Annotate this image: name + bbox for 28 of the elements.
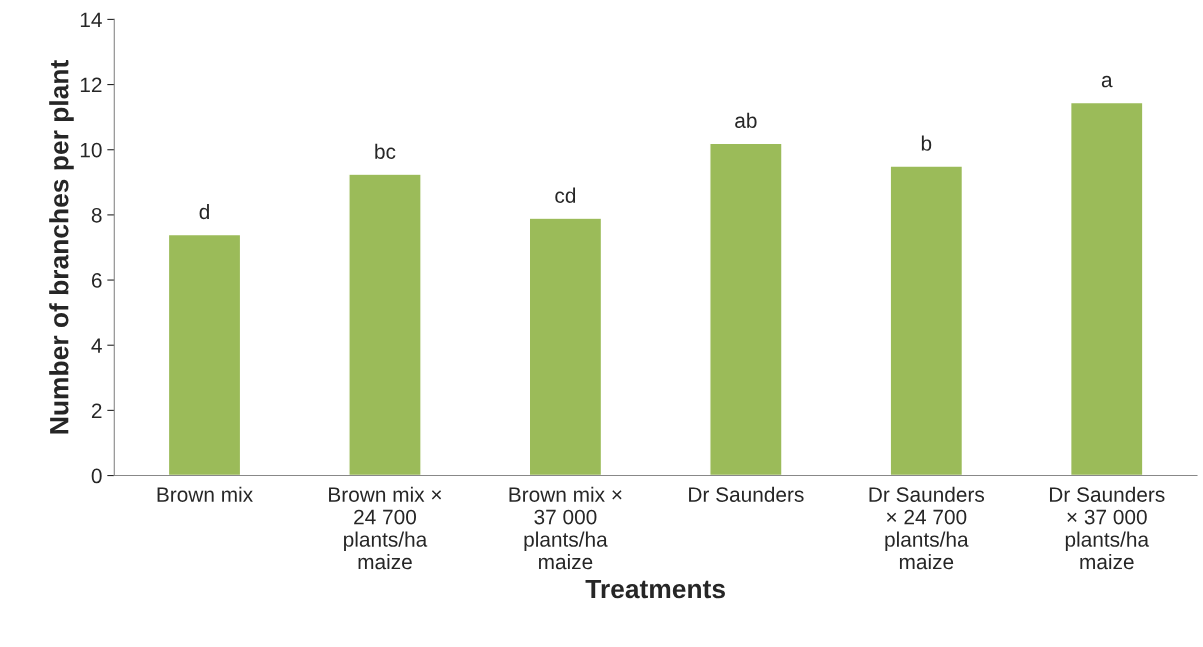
annotation: bc (375, 143, 396, 159)
y-tick-label: 4 (91, 338, 102, 353)
y-tick-label: 2 (91, 403, 102, 418)
y-tick-label: 14 (80, 12, 102, 27)
bar (889, 165, 964, 476)
y-tick-label: 0 (91, 468, 102, 484)
y-tick-label: 8 (91, 207, 102, 223)
annotation: cd (555, 187, 576, 203)
annotation: a (1101, 75, 1113, 88)
annotation: b (921, 135, 932, 151)
y-tick-label: 12 (80, 77, 102, 93)
y-axis-title: Number of branches per plant (49, 60, 74, 434)
x-tick-label: Dr Saunders (689, 486, 804, 502)
x-tick-label: Brown mix × 37 000 plants/ha maize (509, 486, 622, 570)
y-tick-label: 10 (80, 142, 102, 158)
bar (348, 173, 422, 476)
bar (709, 142, 783, 476)
y-tick-label: 6 (91, 273, 102, 288)
x-tick-label: Dr Saunders × 24 700 plants/ha maize (869, 486, 985, 570)
annotation: ab (735, 112, 757, 128)
x-axis-title: Treatments (585, 579, 725, 599)
x-tick-label: Dr Saunders × 37 000 plants/ha maize (1050, 486, 1165, 570)
bar (1069, 101, 1144, 476)
annotation: d (199, 203, 209, 220)
x-tick-label: Brown mix × 24 700 plants/ha maize (329, 486, 442, 570)
x-tick-label: Brown mix (157, 486, 253, 502)
bar (528, 217, 603, 476)
bar (167, 233, 242, 476)
